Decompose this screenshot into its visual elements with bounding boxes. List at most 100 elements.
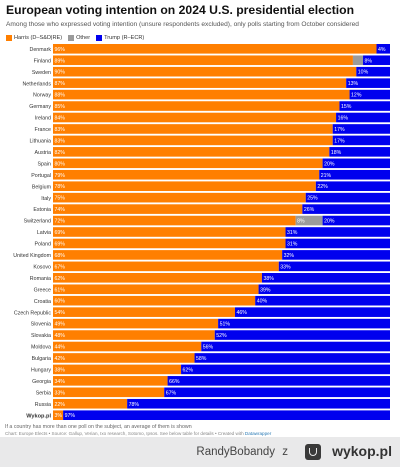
bar-harris-united-kingdom xyxy=(53,250,283,260)
data-label-trump-denmark: 4% xyxy=(378,47,386,53)
source-text: Chart: Europe Elects • Source: Gallup, V… xyxy=(5,431,245,436)
data-label-trump-austria: 18% xyxy=(331,150,342,156)
data-label-harris-norway: 88% xyxy=(55,93,66,99)
data-label-harris-belgium: 78% xyxy=(55,184,66,190)
bar-harris-estonia xyxy=(53,204,303,214)
legend-label-other: Other xyxy=(76,34,91,41)
data-label-harris-portugal: 79% xyxy=(55,173,66,179)
data-label-harris-russia: 22% xyxy=(55,402,66,408)
data-label-harris-denmark: 96% xyxy=(55,47,66,53)
bar-harris-spain xyxy=(53,158,323,169)
data-label-harris-czech-republic: 54% xyxy=(55,310,66,316)
data-label-trump-kosovo: 33% xyxy=(280,264,291,270)
data-label-trump-switzerland: 20% xyxy=(324,219,335,225)
bar-other-switzerland xyxy=(295,215,323,226)
stacked-bar-chart: Denmark 96% 4% Finland 89% 8% Sweden 90% 10% Neth… xyxy=(13,44,391,420)
bar-harris-hungary xyxy=(53,364,182,375)
category-label-kosovo: Kosovo xyxy=(33,264,51,270)
bar-harris-austria xyxy=(53,147,330,157)
data-label-harris-austria: 82% xyxy=(55,150,66,156)
data-label-trump-serbia: 67% xyxy=(166,390,177,396)
category-label-estonia: Estonia xyxy=(33,207,51,213)
data-label-trump-sweden: 10% xyxy=(358,70,369,76)
data-label-harris-serbia: 33% xyxy=(55,390,66,396)
watermark-separator: z xyxy=(282,446,288,458)
data-label-trump-france: 17% xyxy=(334,127,345,133)
category-label-united-kingdom: United Kingdom xyxy=(13,253,51,259)
watermark-brand[interactable]: wykop.pl xyxy=(332,443,392,459)
bar-harris-kosovo xyxy=(53,261,279,272)
bar-trump-serbia xyxy=(164,387,390,398)
bar-trump-belgium xyxy=(315,181,390,191)
bar-harris-latvia xyxy=(53,227,286,237)
bar-trump-germany xyxy=(339,101,390,111)
data-label-harris-poland: 69% xyxy=(55,241,66,247)
legend-label-harris: Harris (D–S&D|RE) xyxy=(14,34,63,41)
data-label-harris-greece: 61% xyxy=(55,287,66,293)
bar-trump-wykop-pl xyxy=(63,410,391,420)
category-label-wykop-pl: Wykop.pl xyxy=(26,413,51,419)
category-label-romania: Romania xyxy=(30,276,51,282)
bar-trump-estonia xyxy=(302,204,390,214)
category-label-hungary: Hungary xyxy=(31,368,51,374)
category-label-moldova: Moldova xyxy=(31,345,51,351)
bar-trump-bulgaria xyxy=(194,353,390,363)
data-label-harris-germany: 85% xyxy=(55,104,66,110)
data-label-harris-croatia: 60% xyxy=(55,299,66,305)
data-label-trump-croatia: 40% xyxy=(257,299,268,305)
bar-trump-greece xyxy=(258,284,390,295)
data-label-trump-netherlands: 13% xyxy=(348,81,359,87)
data-label-harris-ireland: 84% xyxy=(55,116,66,122)
legend-swatch-harris xyxy=(6,34,12,41)
data-label-harris-moldova: 44% xyxy=(55,345,66,351)
bar-trump-slovakia xyxy=(214,330,390,340)
data-label-harris-bulgaria: 42% xyxy=(55,356,66,362)
data-label-harris-estonia: 74% xyxy=(55,207,66,213)
bar-trump-ireland xyxy=(336,112,390,123)
bar-harris-italy xyxy=(53,192,306,203)
category-label-belgium: Belgium xyxy=(32,184,52,190)
data-label-trump-italy: 25% xyxy=(307,196,318,202)
bar-trump-croatia xyxy=(255,295,390,306)
bar-trump-sweden xyxy=(356,66,390,77)
category-label-croatia: Croatia xyxy=(34,299,51,305)
bar-trump-slovenia xyxy=(218,318,390,329)
category-label-portugal: Portugal xyxy=(31,173,51,179)
data-label-trump-russia: 78% xyxy=(129,402,140,408)
bar-harris-germany xyxy=(53,101,340,111)
category-label-poland: Poland xyxy=(35,242,52,248)
bar-harris-portugal xyxy=(53,169,320,180)
data-label-trump-estonia: 26% xyxy=(304,207,315,213)
category-label-latvia: Latvia xyxy=(37,230,51,236)
bar-harris-romania xyxy=(53,273,262,283)
category-label-ireland: Ireland xyxy=(35,116,51,122)
bar-trump-united-kingdom xyxy=(282,250,390,260)
watermark-user[interactable]: RandyBobandy z xyxy=(196,446,288,458)
bar-harris-denmark xyxy=(53,44,377,54)
category-label-russia: Russia xyxy=(35,402,51,408)
datawrapper-link[interactable]: Datawrapper xyxy=(244,431,272,436)
bar-trump-finland xyxy=(363,55,390,66)
bar-trump-czech-republic xyxy=(234,307,390,317)
bar-trump-netherlands xyxy=(346,78,390,88)
data-label-trump-poland: 31% xyxy=(287,241,298,247)
data-label-trump-georgia: 66% xyxy=(169,379,180,385)
data-label-trump-slovakia: 52% xyxy=(216,333,227,339)
bar-harris-slovenia xyxy=(53,318,219,329)
bar-harris-ireland xyxy=(53,112,337,123)
watermark-username[interactable]: RandyBobandy xyxy=(196,446,276,458)
wykop-logo-icon xyxy=(305,444,321,460)
bar-harris-netherlands xyxy=(53,78,347,88)
watermark-bar: RandyBobandy z wykop.pl xyxy=(0,437,400,467)
data-label-trump-wykop-pl: 97% xyxy=(65,413,76,419)
data-label-trump-latvia: 31% xyxy=(287,230,298,236)
data-label-harris-united-kingdom: 68% xyxy=(55,253,66,259)
data-label-trump-belgium: 22% xyxy=(317,184,328,190)
chart-card: European voting intention on 2024 U.S. p… xyxy=(5,3,391,436)
bar-harris-moldova xyxy=(53,341,202,352)
bar-harris-wykop-pl xyxy=(53,410,64,420)
bar-trump-russia xyxy=(127,398,390,409)
data-label-trump-norway: 12% xyxy=(351,93,362,99)
bar-harris-croatia xyxy=(53,295,256,306)
data-label-harris-switzerland: 72% xyxy=(55,219,66,225)
